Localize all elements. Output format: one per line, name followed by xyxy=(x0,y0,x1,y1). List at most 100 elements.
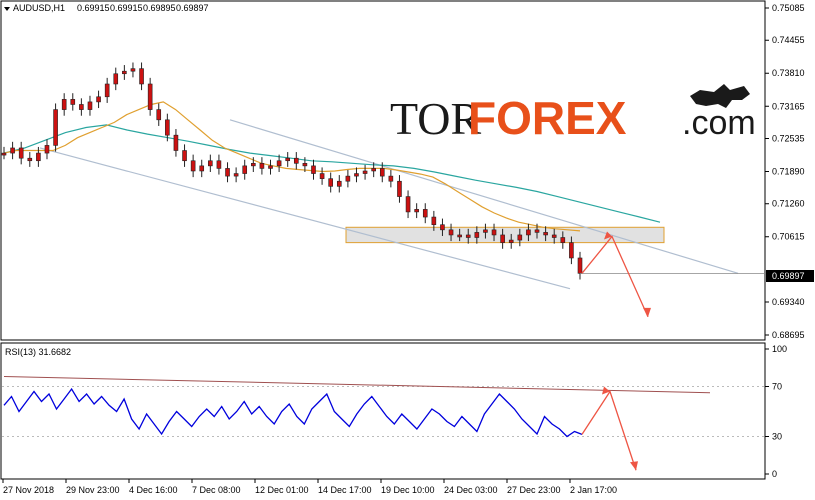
resistance-zone xyxy=(345,226,665,244)
logo-text-com: .com xyxy=(682,104,756,142)
candle-body xyxy=(328,178,333,187)
candle-body xyxy=(293,157,299,164)
x-tick-label: 14 Dec 17:00 xyxy=(318,485,372,495)
candle-body xyxy=(388,175,394,182)
candle-body xyxy=(104,83,110,98)
candle-body xyxy=(422,209,428,218)
candle-body xyxy=(302,163,308,167)
price-chart-title: AUDUSD,H1 xyxy=(13,3,65,13)
candle-body xyxy=(440,224,445,231)
candle-body xyxy=(27,157,33,162)
candle-body xyxy=(216,160,222,169)
candle-body xyxy=(577,257,583,274)
candle-body xyxy=(371,168,376,172)
candle-body xyxy=(70,99,76,105)
candle-body xyxy=(199,165,205,172)
candle-body xyxy=(405,196,411,213)
candle-body xyxy=(190,160,196,172)
torforex-logo: TOR FOREX .com xyxy=(390,84,756,144)
rsi-arrow-down-icon xyxy=(630,461,638,471)
candle-body xyxy=(225,168,230,177)
candle-body xyxy=(431,216,437,226)
ma-slow-line xyxy=(3,124,661,223)
price-y-tick-label: 0.74455 xyxy=(772,35,805,45)
ohlc-high: 0.69915 xyxy=(110,3,143,13)
logo-text-forex: FOREX xyxy=(468,92,627,144)
candle-body xyxy=(285,157,291,162)
candle-body xyxy=(500,234,505,243)
price-y-tick-label: 0.69340 xyxy=(772,297,805,307)
candle-body xyxy=(10,147,15,154)
x-tick-label: 7 Dec 08:00 xyxy=(192,485,241,495)
candle-body xyxy=(534,229,540,233)
rsi-arrow-up-icon xyxy=(602,386,610,395)
x-tick-label: 27 Nov 2018 xyxy=(3,485,54,495)
candle-body xyxy=(311,165,316,174)
price-y-tick-label: 0.73165 xyxy=(772,101,805,111)
channel-upper-line xyxy=(229,119,739,274)
candle-body xyxy=(122,70,127,75)
candle-body xyxy=(560,237,566,243)
ohlc-close: 0.69897 xyxy=(176,3,209,13)
x-tick-label: 19 Dec 10:00 xyxy=(381,485,435,495)
candle-body xyxy=(379,168,385,177)
candle-body xyxy=(551,234,557,238)
price-y-tick-label: 0.70615 xyxy=(772,232,805,242)
x-tick-label: 29 Nov 23:00 xyxy=(66,485,120,495)
current-price-label: 0.69897 xyxy=(772,271,805,281)
candle-body xyxy=(87,101,93,110)
candle-body xyxy=(354,173,359,177)
rsi-y-tick-label: 70 xyxy=(772,382,782,392)
price-chart: 0.75085 0.74455 0.73810 0.73165 0.72535 0.718… xyxy=(1,3,805,495)
price-y-tick-label: 0.73810 xyxy=(772,68,805,78)
price-y-tick-label: 0.71260 xyxy=(772,199,805,209)
candle-body xyxy=(251,163,256,167)
candle-body xyxy=(165,119,170,136)
candle-body xyxy=(569,242,574,259)
candle-body xyxy=(448,229,454,236)
candle-body xyxy=(508,239,514,243)
rsi-chart: 100 70 30 0 xyxy=(2,344,787,479)
channel-lower-line xyxy=(39,147,571,290)
ohlc-open: 0.69915 xyxy=(77,3,110,13)
candle-body xyxy=(96,96,101,103)
candle-body xyxy=(483,229,488,233)
candle-body xyxy=(233,173,239,177)
rsi-trendline xyxy=(3,376,711,394)
rsi-line xyxy=(3,387,583,438)
candle-body xyxy=(362,170,368,174)
x-tick-label: 4 Dec 16:00 xyxy=(129,485,178,495)
candle-body xyxy=(465,234,471,238)
rsi-y-tick-label: 0 xyxy=(772,469,777,479)
x-tick-label: 12 Dec 01:00 xyxy=(255,485,309,495)
bull-icon xyxy=(690,84,750,108)
candle-body xyxy=(61,99,67,110)
price-y-tick-label: 0.75085 xyxy=(772,3,805,13)
rsi-title: RSI(13) 31.6682 xyxy=(5,347,71,357)
candle-body xyxy=(242,165,248,174)
candle-body xyxy=(517,234,523,241)
candle-body xyxy=(414,209,419,213)
candle-body xyxy=(79,104,84,110)
candle-body xyxy=(44,145,50,154)
candle-body xyxy=(173,134,179,151)
x-tick-label: 2 Jan 17:00 xyxy=(570,485,617,495)
x-tick-label: 24 Dec 03:00 xyxy=(444,485,498,495)
candle-body xyxy=(182,150,187,162)
triangle-down-icon xyxy=(4,7,10,11)
candle-body xyxy=(156,109,162,121)
rsi-y-tick-label: 100 xyxy=(772,344,787,354)
x-tick-label: 27 Dec 23:00 xyxy=(507,485,561,495)
candle-body xyxy=(259,163,265,169)
candle-body xyxy=(526,229,531,236)
price-y-tick-label: 0.68695 xyxy=(772,330,805,340)
candle-body xyxy=(1,152,7,156)
ohlc-low: 0.69895 xyxy=(143,3,176,13)
candle-body xyxy=(147,83,153,110)
forecast-arrow-up-icon xyxy=(604,231,612,240)
price-y-tick-label: 0.72535 xyxy=(772,133,805,143)
candle-body xyxy=(139,68,144,85)
candle-body xyxy=(18,147,24,159)
candle-body xyxy=(268,165,273,169)
